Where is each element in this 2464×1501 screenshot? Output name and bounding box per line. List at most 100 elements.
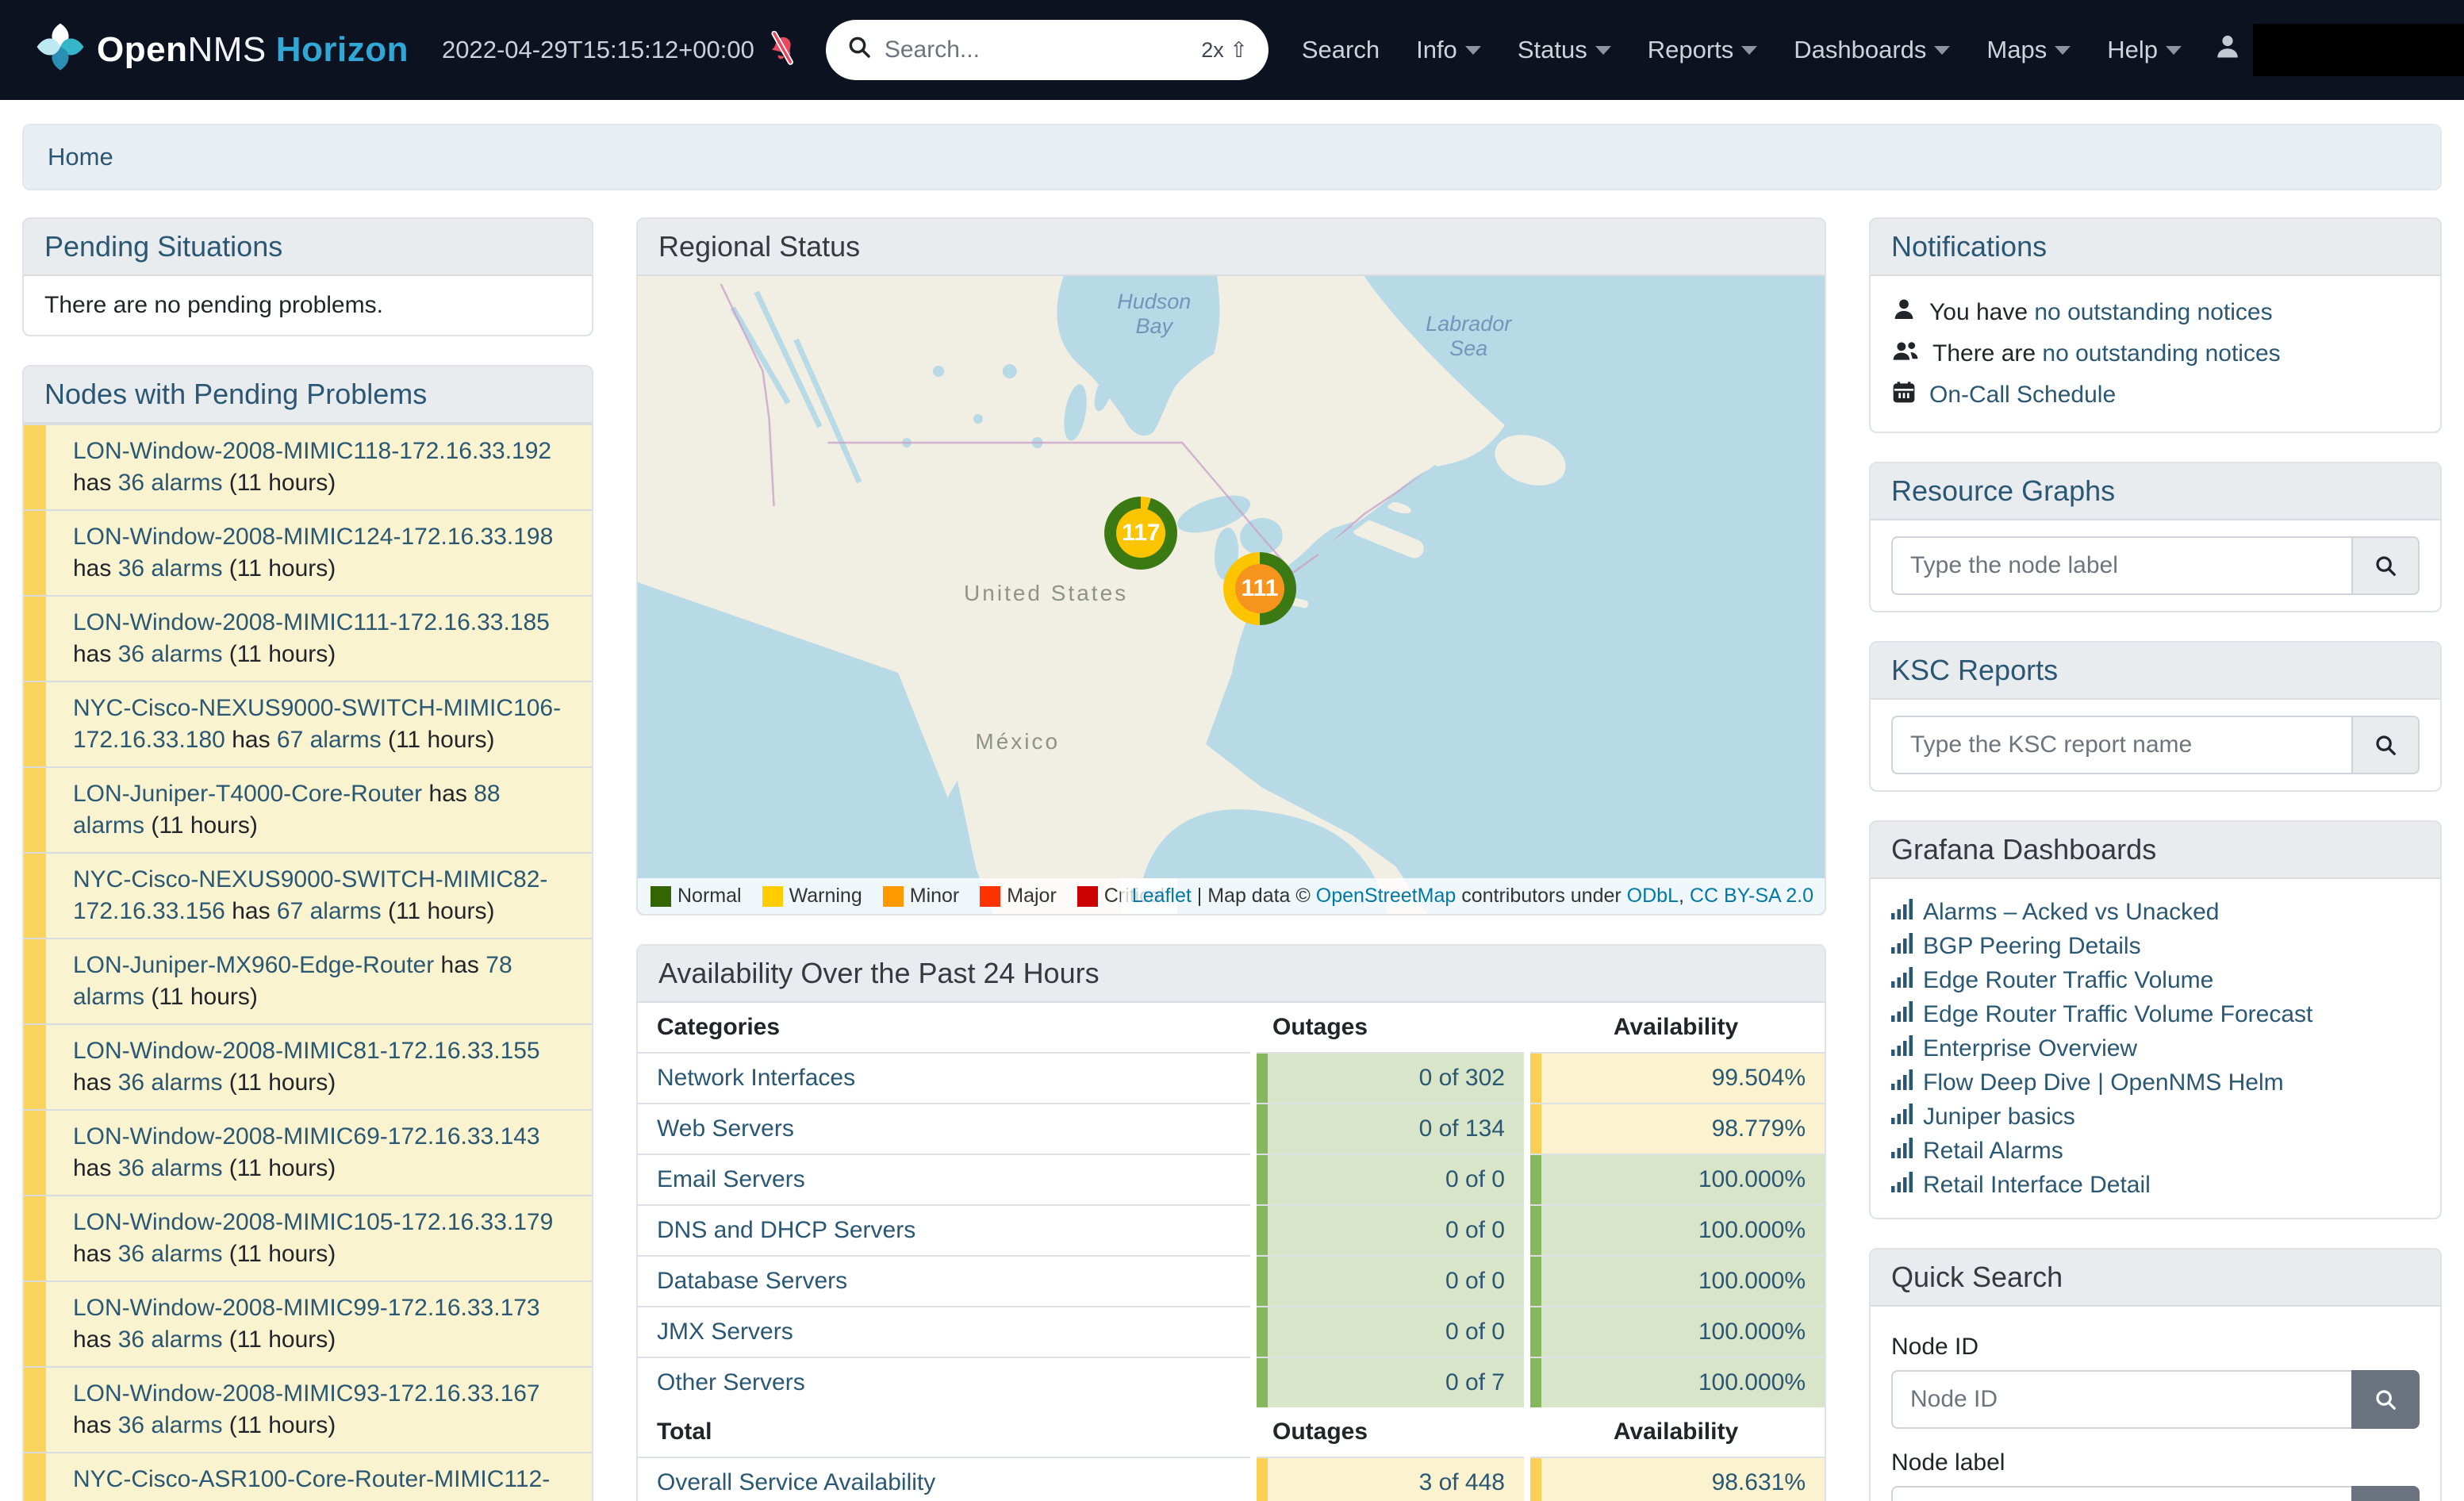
ksc-reports-input[interactable] — [1891, 716, 2351, 774]
grafana-dashboard-link[interactable]: Flow Deep Dive | OpenNMS Helm — [1923, 1065, 2284, 1100]
search-input[interactable] — [885, 36, 1188, 63]
outages-cell: 0 of 134 — [1253, 1104, 1527, 1154]
category-link[interactable]: DNS and DHCP Servers — [657, 1217, 915, 1243]
node-link[interactable]: LON-Juniper-T4000-Core-Router — [73, 781, 422, 807]
grafana-dashboard-item: Enterprise Overview — [1891, 1031, 2420, 1065]
brand-text: OpenNMSHorizon — [97, 30, 409, 70]
overall-availability-row: Overall Service Availability 3 of 448 98… — [638, 1457, 1825, 1501]
node-link[interactable]: LON-Window-2008-MIMIC81-172.16.33.155 — [73, 1038, 540, 1064]
node-link[interactable]: LON-Window-2008-MIMIC69-172.16.33.143 — [73, 1123, 540, 1150]
node-link[interactable]: LON-Window-2008-MIMIC93-172.16.33.167 — [73, 1380, 540, 1407]
regional-status-map[interactable]: Hudson Bay Labrador Sea United States Mé… — [638, 276, 1825, 914]
nav-menu-item[interactable]: Info — [1416, 36, 1481, 64]
alarm-count-link[interactable]: 36 alarms — [118, 641, 223, 667]
node-id-search-button[interactable] — [2351, 1370, 2420, 1429]
node-link[interactable]: LON-Window-2008-MIMIC105-172.16.33.179 — [73, 1209, 553, 1235]
leaflet-link[interactable]: Leaflet — [1132, 885, 1192, 907]
nav-menu-item[interactable]: Status — [1518, 36, 1611, 64]
node-label-label: Node label — [1891, 1449, 2420, 1476]
availability-cell: 100.000% — [1527, 1256, 1825, 1307]
alarm-count-link[interactable]: 36 alarms — [118, 555, 223, 582]
nodes-pending-title[interactable]: Nodes with Pending Problems — [24, 367, 592, 424]
bar-chart-icon — [1891, 963, 1913, 997]
user-menu[interactable] — [2213, 24, 2464, 76]
outages-cell: 0 of 302 — [1253, 1053, 1527, 1104]
category-link[interactable]: Other Servers — [657, 1369, 805, 1395]
nav-menu-item[interactable]: Help — [2107, 36, 2182, 64]
resource-graphs-input[interactable] — [1891, 536, 2351, 595]
alarm-count-link[interactable]: 36 alarms — [118, 1155, 223, 1181]
resource-graphs-title[interactable]: Resource Graphs — [1871, 463, 2440, 520]
node-problem-row: LON-Window-2008-MIMIC105-172.16.33.179 h… — [24, 1195, 592, 1280]
alarm-count-link[interactable]: 36 alarms — [118, 470, 223, 496]
category-link[interactable]: Network Interfaces — [657, 1065, 855, 1091]
availability-rows: Network Interfaces 0 of 302 99.504% Web … — [638, 1053, 1825, 1407]
node-link[interactable]: NYC-Cisco-ASR100-Core-Router-MIMIC112-17… — [73, 1466, 550, 1501]
node-link[interactable]: LON-Window-2008-MIMIC99-172.16.33.173 — [73, 1295, 540, 1321]
category-link[interactable]: Email Servers — [657, 1166, 805, 1192]
node-problem-row: LON-Window-2008-MIMIC93-172.16.33.167 ha… — [24, 1366, 592, 1452]
ksc-reports-title[interactable]: KSC Reports — [1871, 643, 2440, 700]
grafana-dashboard-link[interactable]: Enterprise Overview — [1923, 1031, 2137, 1065]
osm-link[interactable]: OpenStreetMap — [1316, 885, 1457, 907]
user-icon — [2213, 33, 2242, 67]
grafana-dashboard-link[interactable]: Alarms – Acked vs Unacked — [1923, 895, 2220, 929]
severity-swatch — [1077, 886, 1098, 907]
category-link[interactable]: JMX Servers — [657, 1319, 793, 1345]
grafana-dashboard-link[interactable]: Retail Alarms — [1923, 1134, 2063, 1168]
node-link[interactable]: LON-Window-2008-MIMIC111-172.16.33.185 — [73, 609, 550, 635]
node-problem-row: LON-Window-2008-MIMIC69-172.16.33.143 ha… — [24, 1109, 592, 1195]
regional-status-title: Regional Status — [638, 219, 1825, 276]
grafana-dashboard-link[interactable]: Juniper basics — [1923, 1100, 2075, 1134]
notifications-muted-bell-icon[interactable] — [767, 33, 797, 70]
bar-chart-icon — [1891, 1168, 1913, 1202]
grafana-dashboard-item: Retail Alarms — [1891, 1134, 2420, 1168]
node-id-input[interactable] — [1891, 1370, 2351, 1429]
node-label-search-button[interactable] — [2351, 1486, 2420, 1501]
category-link[interactable]: Web Servers — [657, 1115, 794, 1142]
availability-row: Web Servers 0 of 134 98.779% — [638, 1104, 1825, 1154]
grafana-dashboard-link[interactable]: Retail Interface Detail — [1923, 1168, 2151, 1202]
cc-link[interactable]: CC BY-SA 2.0 — [1690, 885, 1813, 907]
oncall-schedule-link[interactable]: On-Call Schedule — [1929, 382, 2116, 409]
nav-item-search[interactable]: Search — [1302, 36, 1380, 64]
alarm-count-link[interactable]: 67 alarms — [277, 898, 382, 924]
grafana-dashboard-link[interactable]: Edge Router Traffic Volume — [1923, 963, 2213, 997]
node-link[interactable]: LON-Window-2008-MIMIC124-172.16.33.198 — [73, 524, 553, 550]
pending-situations-title[interactable]: Pending Situations — [24, 219, 592, 276]
nav-menu-item[interactable]: Reports — [1648, 36, 1758, 64]
status-cluster-marker[interactable]: 111 — [1223, 552, 1296, 625]
grafana-dashboard-link[interactable]: BGP Peering Details — [1923, 929, 2141, 963]
notifications-title[interactable]: Notifications — [1871, 219, 2440, 276]
category-link[interactable]: Database Servers — [657, 1268, 847, 1294]
node-link[interactable]: LON-Window-2008-MIMIC118-172.16.33.192 — [73, 438, 551, 464]
legend-entry: Warning — [762, 885, 862, 908]
alarm-count-link[interactable]: 36 alarms — [118, 1241, 223, 1267]
alarm-count-link[interactable]: 67 alarms — [277, 727, 382, 753]
ksc-reports-panel: KSC Reports — [1869, 641, 2442, 792]
outages-cell: 0 of 7 — [1253, 1357, 1527, 1407]
status-cluster-marker[interactable]: 117 — [1104, 497, 1177, 570]
alarm-count-link[interactable]: 36 alarms — [118, 1069, 223, 1096]
legend-entry: Normal — [651, 885, 742, 908]
resource-graphs-search-button[interactable] — [2351, 536, 2420, 595]
nav-menu-item[interactable]: Maps — [1986, 36, 2071, 64]
bar-chart-icon — [1891, 997, 1913, 1031]
breadcrumb-home-link[interactable]: Home — [48, 143, 113, 171]
all-notices-link[interactable]: no outstanding notices — [2042, 340, 2280, 367]
node-label-input[interactable] — [1891, 1486, 2351, 1501]
alarm-count-link[interactable]: 36 alarms — [118, 1412, 223, 1438]
chevron-down-icon — [2055, 46, 2071, 55]
overall-availability-link[interactable]: Overall Service Availability — [657, 1469, 935, 1495]
availability-panel: Availability Over the Past 24 Hours Cate… — [636, 944, 1826, 1501]
grafana-dashboard-link[interactable]: Edge Router Traffic Volume Forecast — [1923, 997, 2312, 1031]
nav-menu-item[interactable]: Dashboards — [1794, 36, 1950, 64]
availability-cell: 100.000% — [1527, 1357, 1825, 1407]
user-notices-link[interactable]: no outstanding notices — [2034, 299, 2272, 325]
odbl-link[interactable]: ODbL — [1627, 885, 1679, 907]
brand-logo-link[interactable]: OpenNMSHorizon — [35, 21, 409, 79]
alarm-count-link[interactable]: 36 alarms — [118, 1326, 223, 1353]
ksc-reports-search-button[interactable] — [2351, 716, 2420, 774]
node-link[interactable]: LON-Juniper-MX960-Edge-Router — [73, 952, 434, 978]
alarm-count-link[interactable]: 20 alarms — [277, 1498, 382, 1501]
